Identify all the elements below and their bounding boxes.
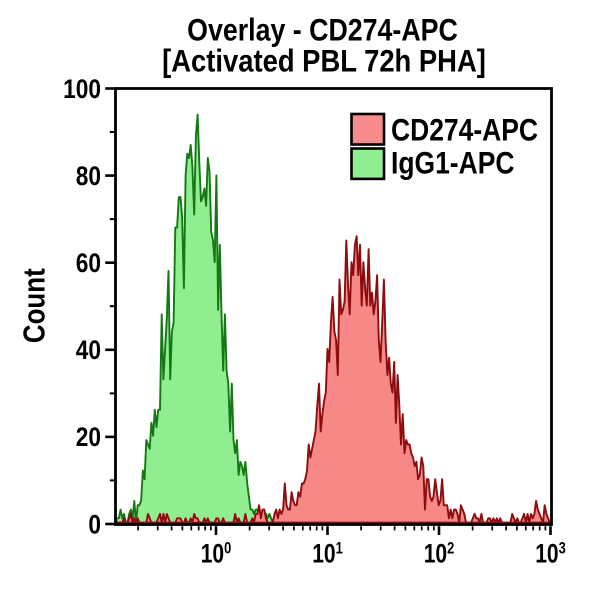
svg-text:40: 40: [76, 335, 101, 365]
svg-text:CD274-APC: CD274-APC: [391, 113, 538, 148]
svg-text:IgG1-APC: IgG1-APC: [391, 146, 514, 181]
svg-text:20: 20: [76, 422, 101, 452]
svg-text:Overlay - CD274-APC: Overlay - CD274-APC: [187, 14, 458, 48]
svg-text:80: 80: [76, 161, 101, 191]
svg-text:100: 100: [63, 74, 101, 104]
svg-text:0: 0: [88, 509, 101, 539]
svg-text:[Activated PBL 72h PHA]: [Activated PBL 72h PHA]: [162, 44, 486, 79]
svg-text:60: 60: [76, 248, 101, 278]
svg-text:Count: Count: [18, 268, 53, 343]
